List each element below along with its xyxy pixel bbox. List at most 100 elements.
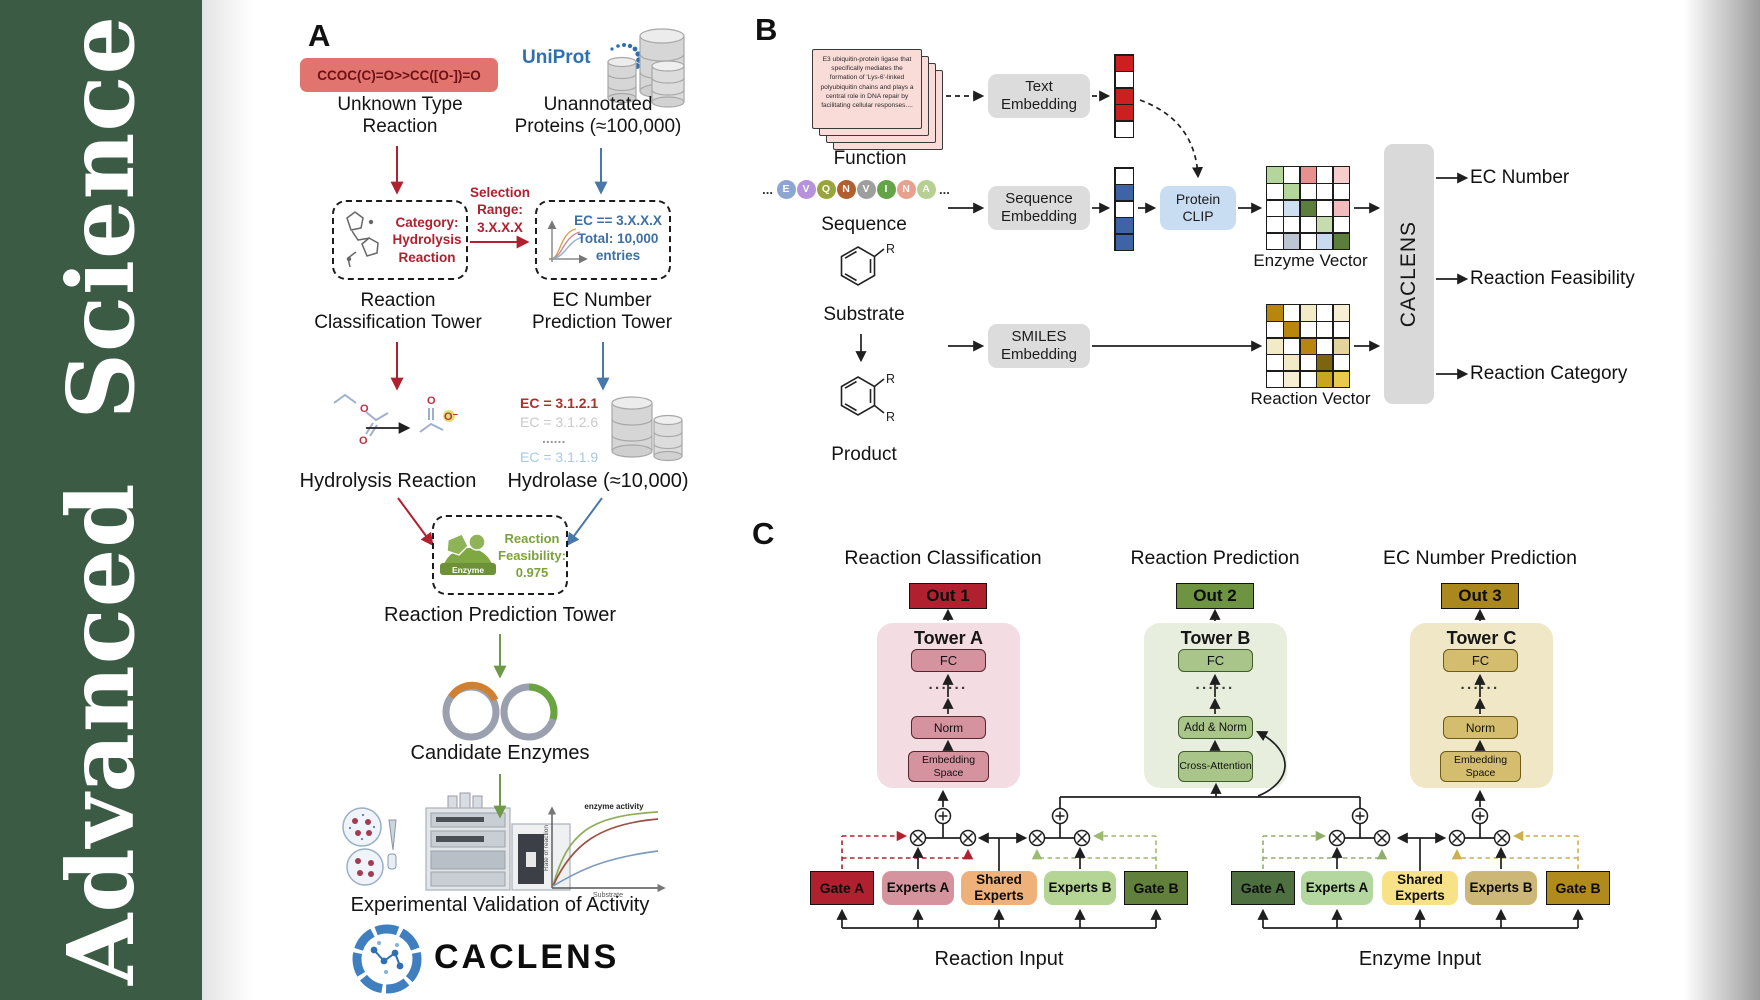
panel-c-label: C (752, 516, 775, 551)
product-caption: Product (831, 444, 897, 465)
panel-a-arrows (366, 146, 610, 819)
matrix-cell (1283, 305, 1300, 321)
plot-xlabel: Substrate (593, 892, 623, 899)
tower-c-embedding: Embedding Space (1440, 751, 1521, 782)
matrix-cell (1300, 233, 1316, 249)
panel-b-label: B (755, 12, 778, 47)
tower-a-norm: Norm (911, 716, 986, 739)
sequence-embedding-vector (1114, 167, 1134, 251)
product-node (1448, 829, 1466, 847)
matrix-cell (1333, 183, 1349, 200)
sum-and-product-nodes (909, 807, 1511, 847)
matrix-cell (1267, 167, 1283, 183)
ec-curves-icon (547, 220, 588, 264)
matrix-cell (1317, 371, 1333, 387)
matrix-cell (1283, 371, 1300, 387)
svg-text:O: O (427, 395, 436, 407)
classification-result-box (332, 200, 468, 280)
matrix-cell (1115, 105, 1133, 120)
matrix-cell (1317, 167, 1333, 183)
out3-box: Out 3 (1441, 583, 1519, 609)
substrate-r-label: R (886, 242, 895, 256)
enzyme-gate-b: Gate B (1546, 871, 1610, 905)
enzyme-badge-label: Enzyme (452, 565, 484, 575)
product-node (1493, 829, 1511, 847)
hydrolysis-molecules-icon: O O O O⁻ (333, 393, 459, 447)
smiles-embedding-box: SMILES Embedding (988, 324, 1090, 368)
matrix-cell (1267, 355, 1283, 371)
matrix-cell (1283, 167, 1300, 183)
ec-range-line: entries (595, 248, 641, 264)
matrix-cell (1333, 167, 1349, 183)
residue-circle: E (776, 179, 796, 199)
function-card-text: E3 ubiquitin-protein ligase that specifi… (820, 56, 914, 110)
matrix-cell (1267, 233, 1283, 249)
residue-circle: I (876, 179, 896, 199)
hydrolase-caption: Hydrolase (≈10,000) (507, 470, 689, 492)
product-node (1373, 829, 1391, 847)
matrix-cell (1317, 233, 1333, 249)
text-embedding-vector (1114, 54, 1134, 138)
panel-c-solid-wires (836, 608, 1584, 929)
matrix-cell (1115, 88, 1133, 104)
tower-a-dots: ······ (928, 680, 968, 697)
reaction-shared-experts: Shared Experts (961, 871, 1037, 905)
hydrolysis-caption: Hydrolysis Reaction (299, 470, 477, 492)
matrix-cell (1115, 201, 1133, 217)
out1-box: Out 1 (909, 583, 987, 609)
tower-c-norm: Norm (1443, 716, 1518, 739)
hplc-machine-icon (425, 792, 571, 891)
reaction-experts-a: Experts A (882, 871, 954, 905)
matrix-cell (1333, 233, 1349, 249)
left-gradient (202, 0, 254, 1000)
enzyme-vector-matrix (1266, 166, 1351, 251)
residue-circle: N (836, 179, 856, 199)
caclens-logo-text: CACLENS (434, 938, 620, 976)
svg-text:O⁻: O⁻ (444, 411, 459, 423)
matrix-cell (1333, 217, 1349, 233)
output-reaction-category: Reaction Category (1470, 363, 1628, 384)
reaction-gate-b: Gate B (1124, 871, 1188, 905)
product-node (1328, 829, 1346, 847)
tower-b-cross-attention: Cross-Attention (1178, 751, 1253, 782)
text-embedding-box: Text Embedding (988, 74, 1090, 118)
matrix-cell (1317, 217, 1333, 233)
ec-range-line: Total: 10,000 (577, 230, 659, 246)
output-reaction-feasibility: Reaction Feasibility (1470, 268, 1635, 289)
ec-list-item: EC = 3.1.2.6 (520, 414, 599, 430)
matrix-cell (1267, 338, 1283, 354)
sequence-ellipsis: ... (939, 181, 950, 197)
panel-b-arrows (855, 90, 1469, 380)
selection-range-label: Selection Range: 3.X.X.X (462, 184, 538, 236)
matrix-cell (1115, 218, 1133, 233)
enzyme-blob-icon: Enzyme (440, 533, 496, 575)
sum-node (1471, 807, 1489, 825)
validation-caption: Experimental Validation of Activity (350, 894, 650, 916)
database-stack-icon (607, 28, 685, 108)
reaction-experts-b: Experts B (1044, 871, 1116, 905)
out2-box: Out 2 (1176, 583, 1254, 609)
reaction-vector-label: Reaction Vector (1250, 389, 1371, 408)
matrix-cell (1333, 321, 1349, 338)
enzyme-shared-experts: Shared Experts (1382, 871, 1458, 905)
sum-node (1351, 807, 1369, 825)
tower-b-dots: ······ (1195, 680, 1235, 697)
product-node (1028, 829, 1046, 847)
category-line: Hydrolysis (392, 232, 462, 248)
matrix-cell (1115, 234, 1133, 250)
reaction-input-caption: Reaction Input (934, 948, 1064, 970)
sequence-caption: Sequence (821, 214, 907, 235)
tower-b-add-norm: Add & Norm (1178, 716, 1253, 739)
heading-reaction-classification: Reaction Classification (844, 547, 1042, 569)
enzyme-gate-a: Gate A (1231, 871, 1295, 905)
product-node (959, 829, 977, 847)
sequence-ellipsis: ... (762, 181, 773, 197)
matrix-cell (1267, 305, 1283, 321)
substrate-caption: Substrate (823, 304, 905, 325)
heading-ec-number-prediction: EC Number Prediction (1383, 547, 1577, 569)
product-node (909, 829, 927, 847)
matrix-cell (1300, 371, 1316, 387)
